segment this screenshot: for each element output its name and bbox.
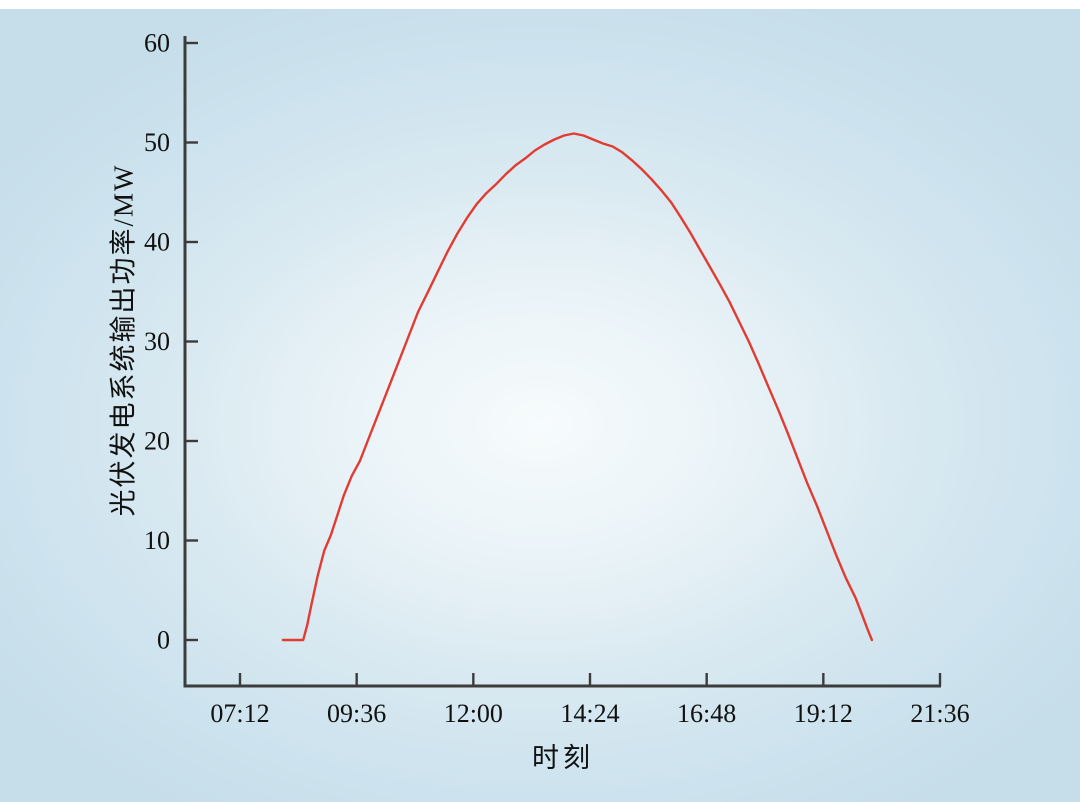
x-tick-label: 21:36: [910, 699, 969, 728]
x-tick-label: 16:48: [677, 699, 736, 728]
y-tick-label: 0: [157, 626, 170, 655]
y-tick-label: 10: [144, 526, 170, 555]
x-axis-title: 时刻: [532, 743, 594, 773]
y-tick-label: 40: [144, 228, 170, 257]
y-tick-label: 20: [144, 427, 170, 456]
y-tick-label: 50: [144, 128, 170, 157]
x-tick-label: 14:24: [560, 699, 619, 728]
x-tick-label: 12:00: [444, 699, 503, 728]
x-tick-label: 07:12: [210, 699, 269, 728]
x-tick-label: 09:36: [327, 699, 386, 728]
y-axis-title: 光伏发电系统输出功率/MW: [108, 163, 139, 517]
x-tick-label: 19:12: [794, 699, 853, 728]
y-tick-label: 30: [144, 327, 170, 356]
axes: [183, 36, 941, 688]
y-tick-label: 60: [144, 29, 170, 58]
pv-output-curve: [281, 132, 874, 642]
top-white-strip: [0, 0, 1080, 9]
